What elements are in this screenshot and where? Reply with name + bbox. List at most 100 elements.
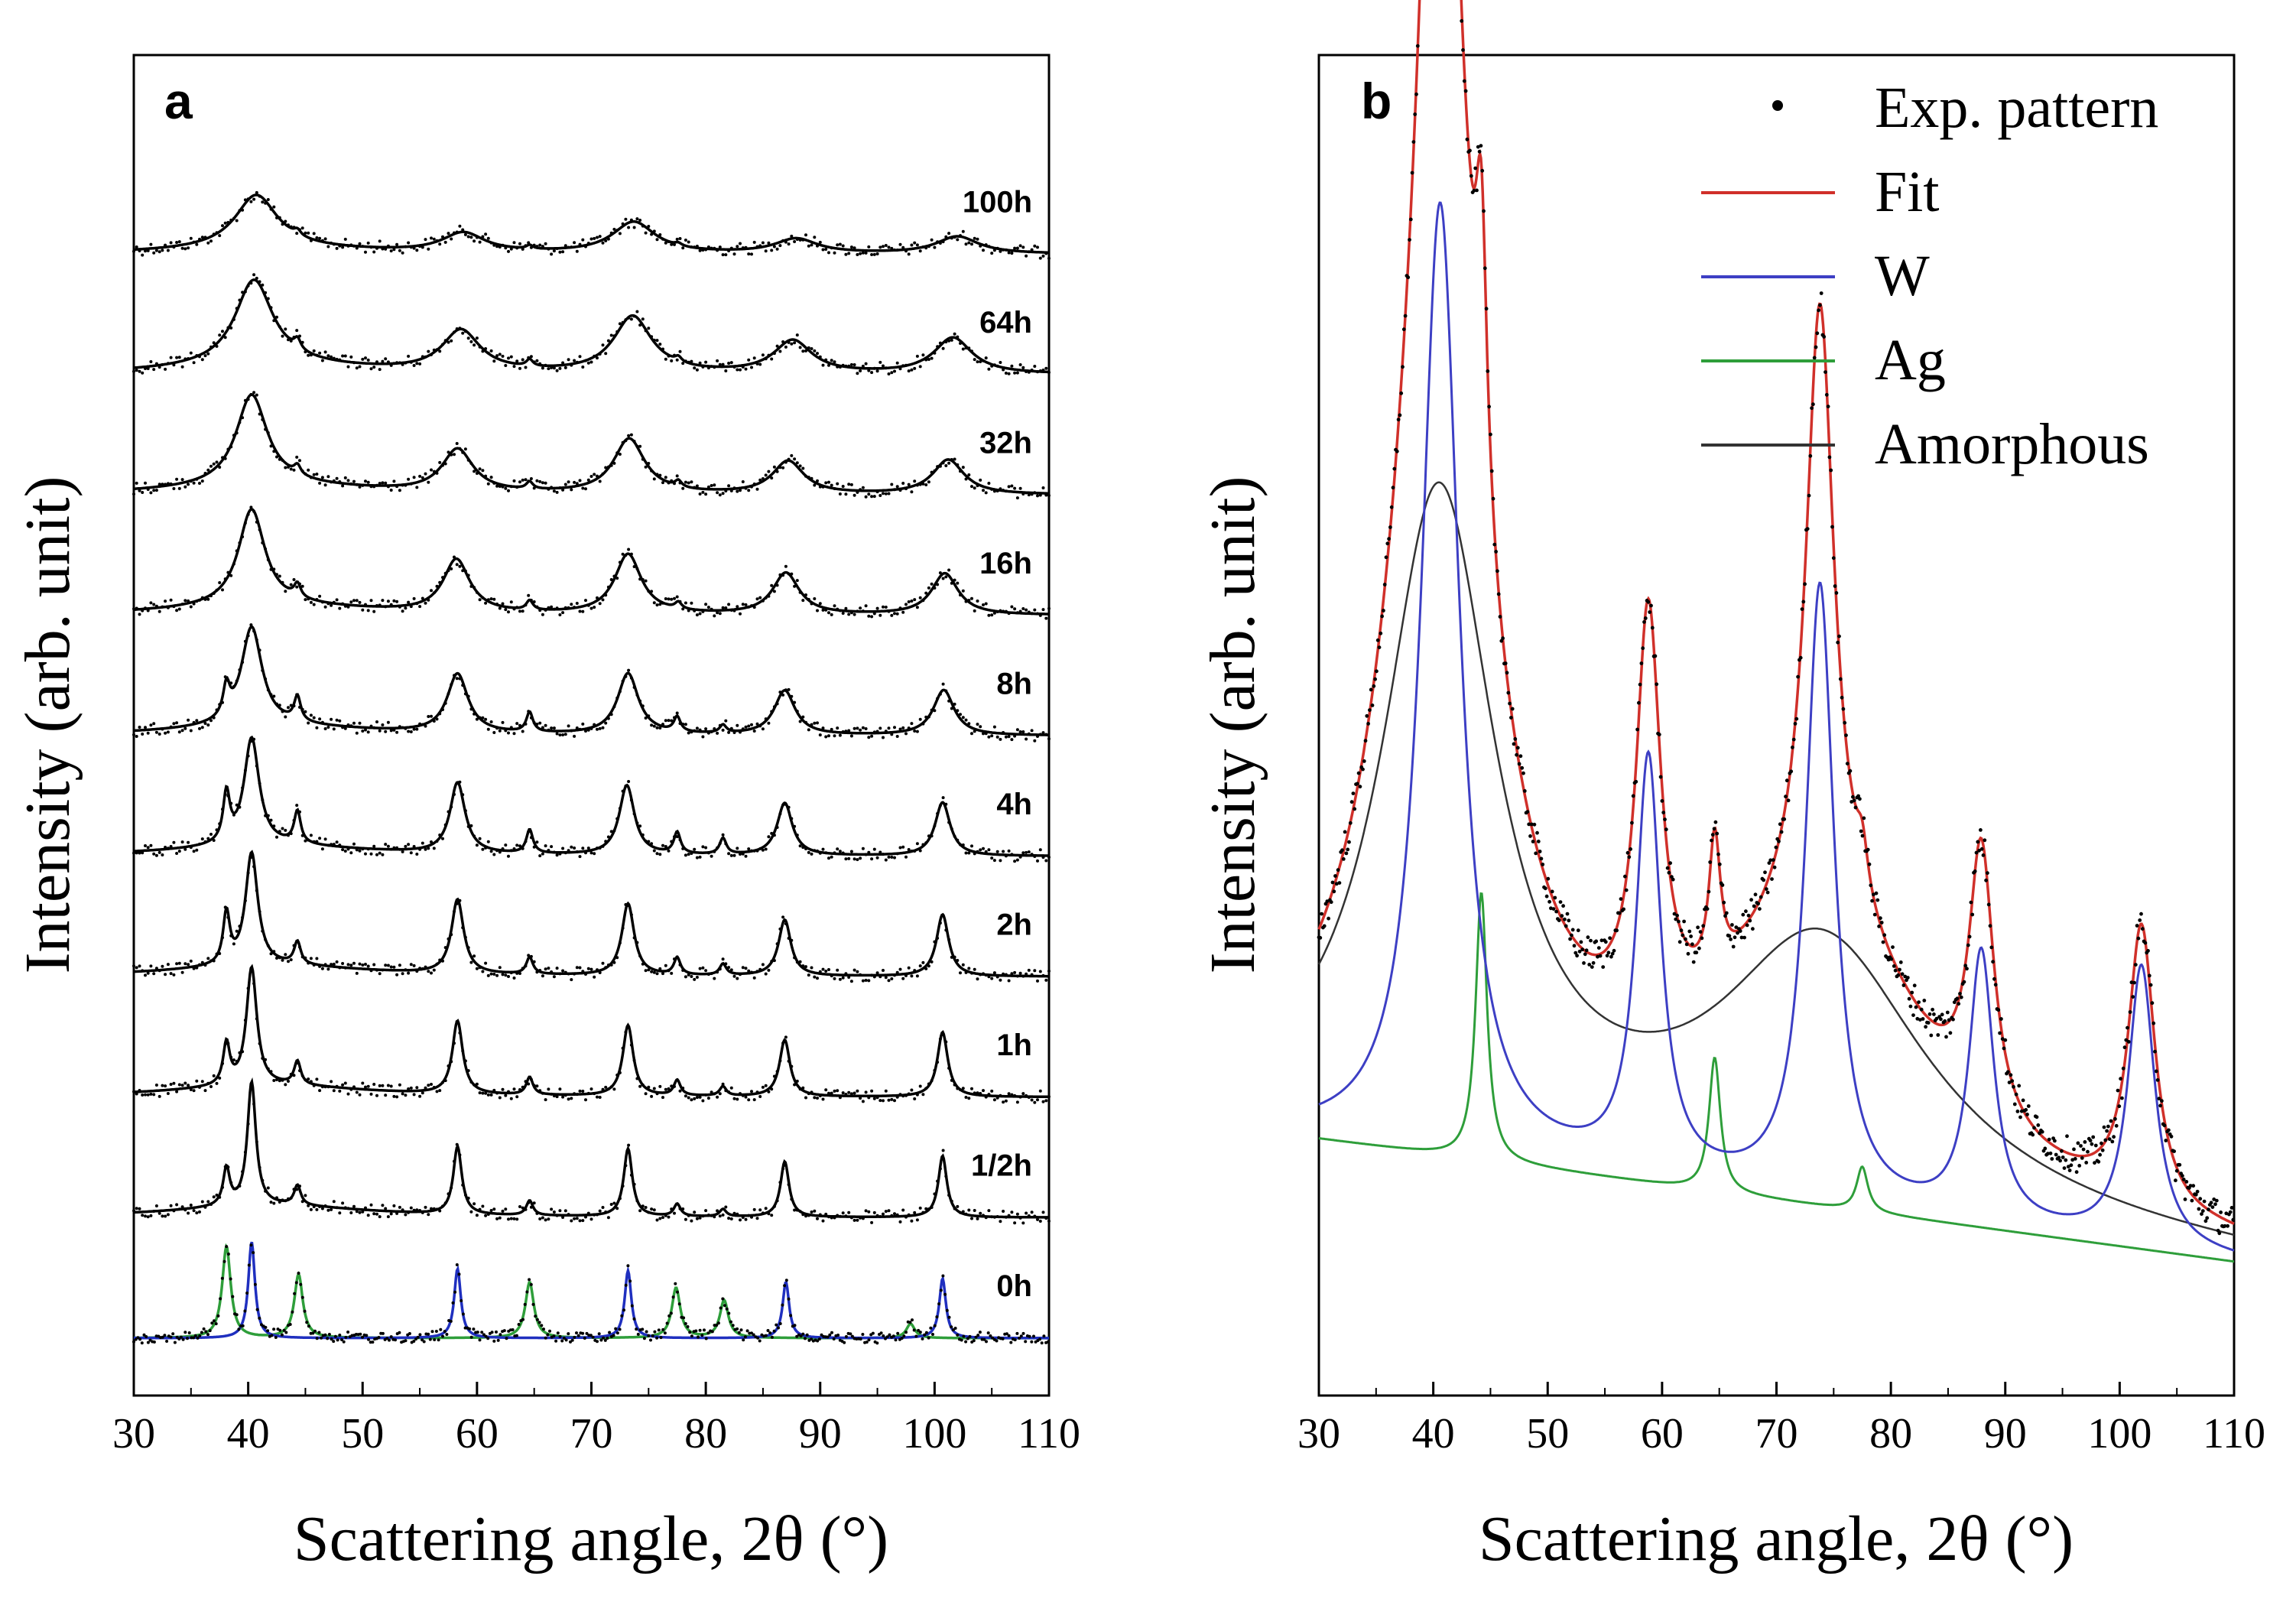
data-point: [389, 1084, 393, 1088]
data-point: [562, 1337, 566, 1340]
data-point: [489, 1209, 493, 1212]
data-point: [166, 1213, 170, 1217]
data-point: [661, 481, 664, 485]
data-point: [895, 1213, 899, 1217]
data-point: [609, 463, 613, 467]
data-point: [146, 1340, 150, 1344]
data-point: [501, 847, 505, 850]
exp-data-point: [2219, 1210, 2223, 1214]
data-point: [884, 366, 888, 370]
data-point: [544, 723, 547, 727]
data-point: [1004, 1099, 1008, 1103]
data-point: [445, 1333, 449, 1336]
data-point: [340, 1338, 343, 1341]
data-point: [223, 336, 227, 340]
data-point: [443, 571, 447, 575]
data-point: [135, 481, 138, 485]
exp-data-point: [1967, 934, 1972, 939]
data-point: [741, 1216, 745, 1219]
data-point: [744, 725, 748, 729]
data-point: [615, 229, 619, 232]
data-point: [573, 1335, 576, 1339]
data-point: [872, 495, 876, 499]
data-point: [999, 737, 1002, 741]
data-point: [1018, 1337, 1021, 1340]
data-point: [269, 444, 273, 448]
data-point: [629, 1043, 633, 1047]
exp-data-point: [2214, 1198, 2219, 1203]
data-point: [827, 968, 830, 971]
data-point: [366, 847, 370, 851]
data-point: [534, 1314, 537, 1318]
data-point: [180, 970, 184, 974]
exp-data-point: [2109, 1119, 2113, 1123]
exp-data-point: [2143, 941, 2148, 945]
exp-data-point: [2007, 1080, 2012, 1084]
data-point: [833, 251, 836, 255]
data-point: [567, 606, 570, 609]
data-point: [936, 812, 940, 815]
data-point: [695, 856, 699, 859]
data-point: [455, 782, 459, 785]
data-point: [1001, 1337, 1005, 1340]
data-point: [381, 599, 385, 603]
data-point: [878, 613, 882, 617]
data-point: [652, 229, 656, 233]
data-point: [187, 1084, 190, 1087]
data-point: [844, 857, 848, 861]
data-point: [612, 829, 616, 833]
data-point: [412, 1093, 416, 1097]
data-point: [430, 714, 433, 718]
data-point: [818, 733, 822, 737]
exp-data-point: [1387, 537, 1391, 541]
exp-data-point: [1730, 923, 1734, 927]
data-point: [541, 481, 544, 485]
data-point: [232, 216, 235, 220]
data-point: [752, 240, 756, 244]
data-point: [135, 606, 138, 610]
data-point: [424, 1086, 427, 1090]
data-point: [278, 1079, 281, 1083]
data-point: [501, 1209, 505, 1213]
data-point: [984, 243, 988, 247]
data-point: [430, 468, 433, 472]
data-point: [394, 1338, 397, 1342]
data-point: [999, 361, 1002, 364]
data-point: [675, 237, 679, 241]
data-point: [229, 1055, 233, 1059]
data-point: [450, 453, 453, 457]
data-point: [1018, 730, 1022, 733]
data-point: [658, 473, 662, 477]
data-point: [917, 1328, 921, 1332]
exp-data-point: [1624, 888, 1629, 892]
data-point: [586, 846, 590, 850]
data-point: [736, 1327, 739, 1331]
data-point: [524, 1080, 528, 1084]
data-point: [567, 1213, 570, 1217]
data-point: [618, 453, 622, 456]
data-point: [747, 252, 751, 256]
data-point: [275, 957, 278, 960]
panel-a-x-tick-label: 80: [684, 1410, 727, 1457]
data-point: [861, 251, 865, 255]
data-point: [492, 1207, 496, 1211]
data-point: [463, 232, 467, 236]
data-point: [335, 476, 339, 480]
data-point: [527, 593, 531, 597]
data-point: [469, 960, 473, 964]
data-point: [827, 480, 830, 484]
data-point: [535, 359, 539, 362]
exp-data-point: [1900, 972, 1905, 976]
data-point: [384, 730, 388, 733]
data-point: [927, 586, 930, 590]
data-point: [466, 946, 470, 950]
exp-data-point: [2213, 1202, 2217, 1207]
data-point: [255, 1308, 259, 1311]
exp-data-point: [2018, 1115, 2022, 1119]
data-point: [747, 724, 751, 728]
data-point: [915, 842, 919, 846]
data-point: [507, 249, 510, 253]
data-point: [412, 476, 416, 479]
data-point: [369, 1203, 373, 1207]
data-point: [206, 1333, 209, 1337]
